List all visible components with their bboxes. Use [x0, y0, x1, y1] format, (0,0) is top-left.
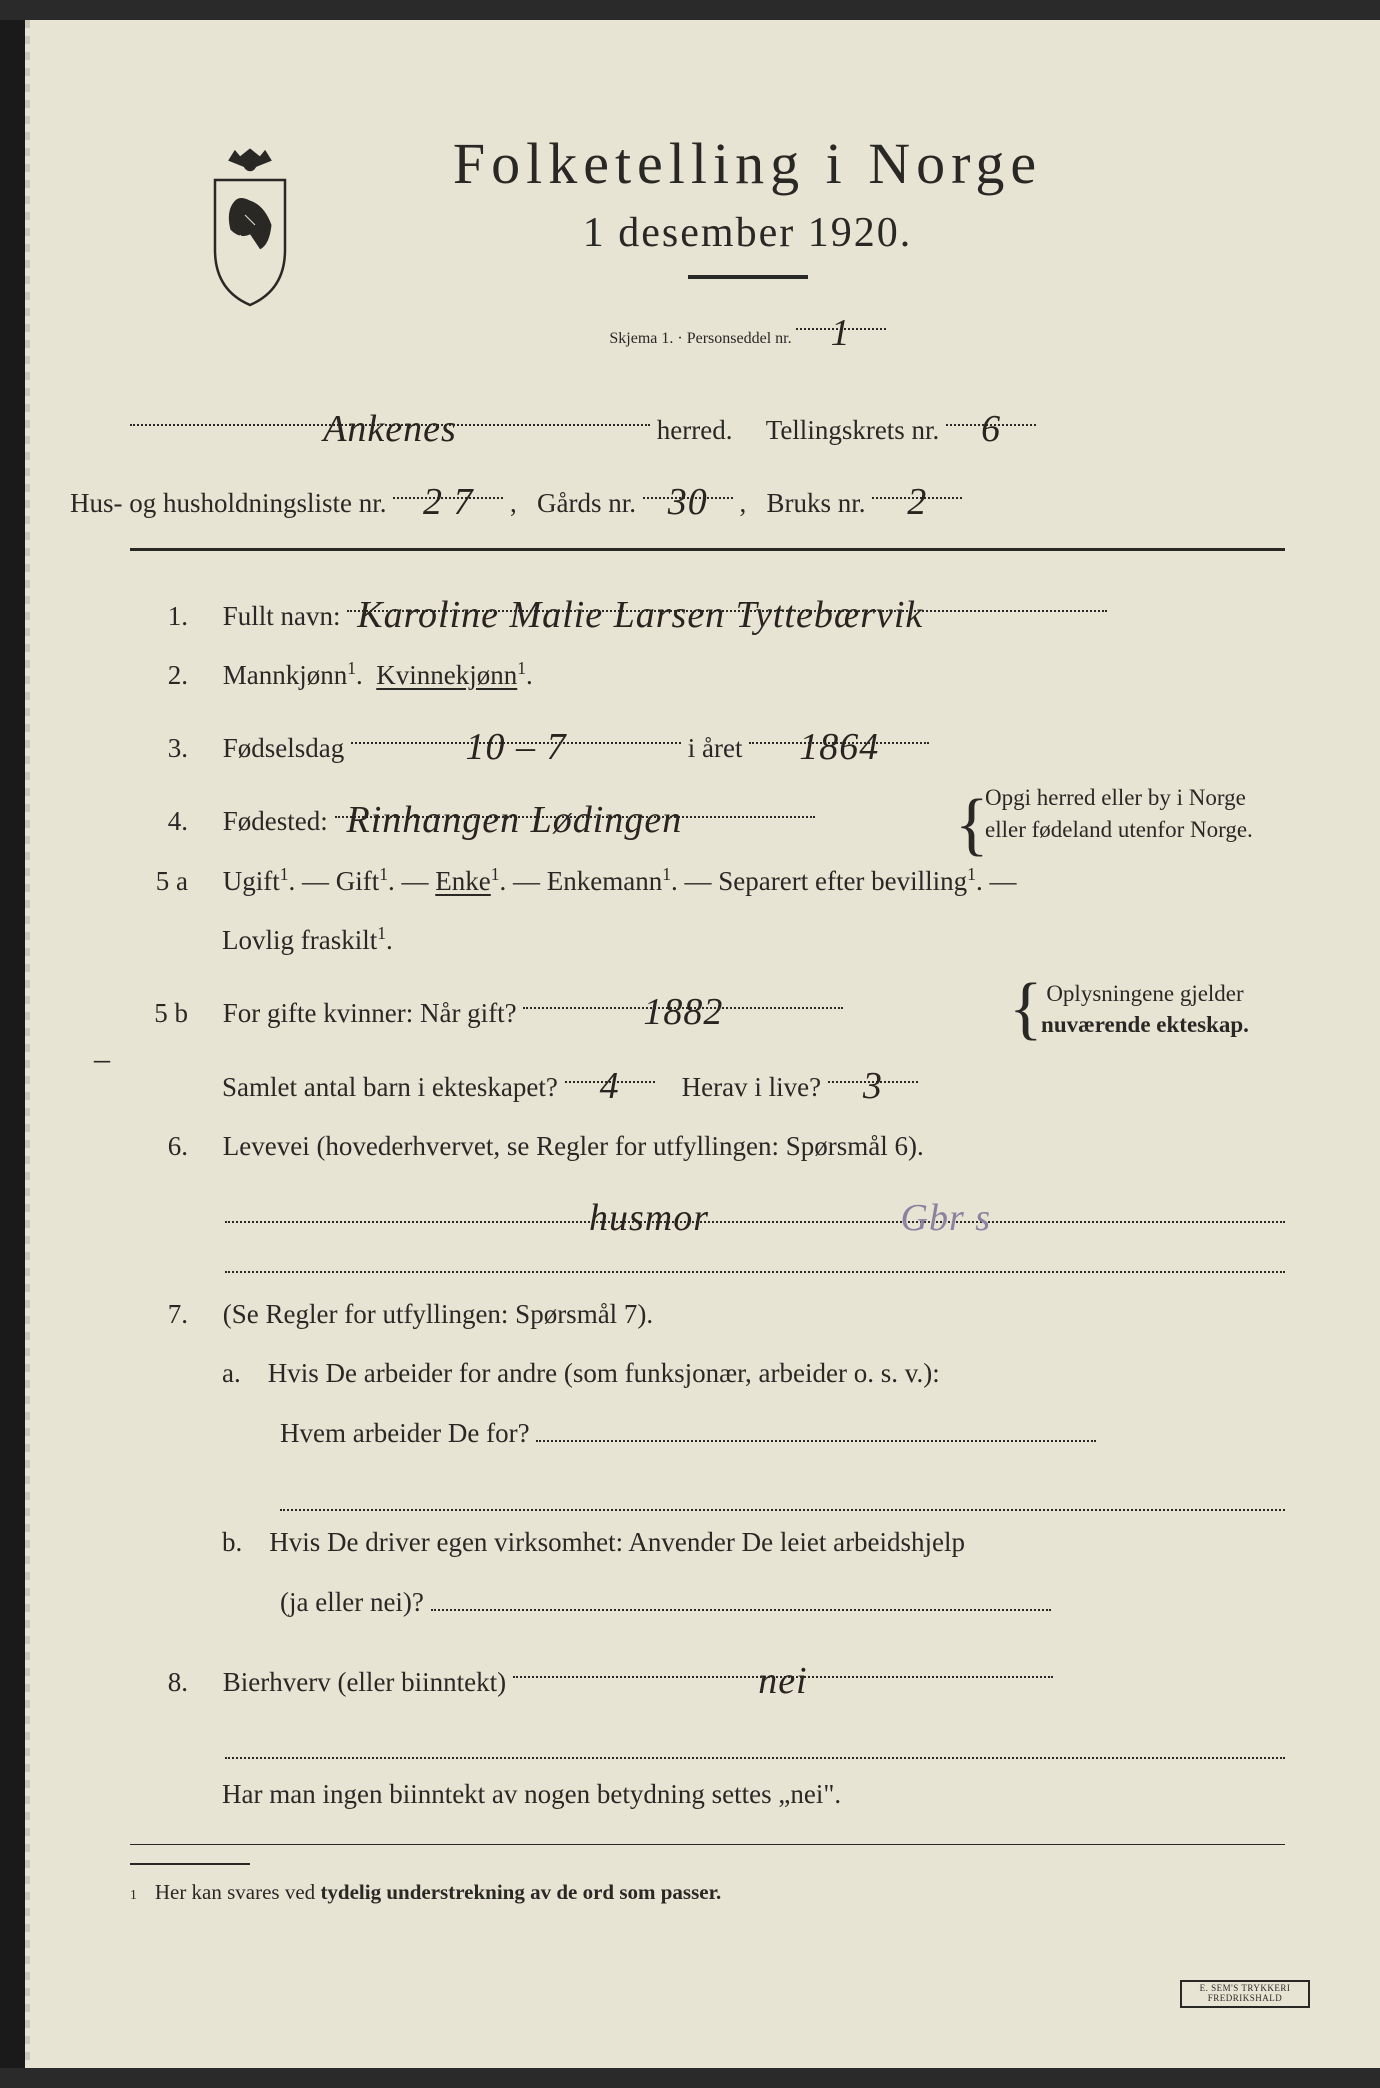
q8-label: Bierhverv (eller biinntekt)	[223, 1667, 506, 1697]
q5a-row2: Lovlig fraskilt1.	[130, 915, 1285, 966]
q6-row: 6. Levevei (hovederhvervet, se Regler fo…	[130, 1121, 1285, 1172]
q4-row: 4. Fødested: Rinhangen Lødingen { Opgi h…	[130, 782, 1285, 847]
tellingskrets-label: Tellingskrets nr.	[766, 415, 940, 445]
q1-value: Karoline Malie Larsen Tyttebærvik	[357, 594, 923, 636]
bruks-label: Bruks nr.	[767, 488, 866, 518]
q5a-text2: Lovlig fraskilt1.	[222, 925, 393, 955]
q8-line	[225, 1716, 1285, 1759]
personseddel-nr: 1	[831, 312, 851, 354]
footnote: 1 Her kan svares ved tydelig understrekn…	[130, 1873, 1285, 1913]
q4-label: Fødested:	[223, 806, 328, 836]
q5b-barn: 4	[600, 1065, 620, 1107]
q7-label: (Se Regler for utfyllingen: Spørsmål 7).	[223, 1299, 653, 1329]
q7a-text2: Hvem arbeider De for?	[280, 1418, 530, 1448]
q4-num: 4.	[130, 796, 188, 847]
q5a-num: 5 a	[130, 856, 188, 907]
q4-value: Rinhangen Lødingen	[347, 799, 683, 841]
q5b-year: 1882	[643, 991, 723, 1033]
q3-label: Fødselsdag	[223, 733, 345, 763]
q6-label: Levevei (hovederhvervet, se Regler for u…	[223, 1131, 924, 1161]
q5b-num: 5 b	[130, 988, 188, 1039]
bruks-nr: 2	[907, 481, 927, 523]
title-rule	[688, 275, 808, 279]
footnote-text: Her kan svares ved tydelig understreknin…	[155, 1873, 721, 1913]
form-body: Ankenes herred. Tellingskrets nr. 6 Hus-…	[130, 391, 1285, 1913]
skjema-label: Skjema 1. · Personseddel nr.	[609, 330, 791, 347]
husliste-label: Hus- og husholdningsliste nr.	[70, 488, 387, 518]
q7a-line	[280, 1468, 1285, 1511]
gards-nr: 30	[668, 481, 708, 523]
q5b-block: 5 b For gifte kvinner: Når gift? 1882 – …	[130, 974, 1285, 1113]
q7b-text1: Hvis De driver egen virksomhet: Anvender…	[269, 1527, 965, 1557]
q5a-row: 5 a Ugift1. — Gift1. — Enke1. — Enkemann…	[130, 856, 1285, 907]
brace-icon: {	[955, 790, 989, 860]
sub-title: 1 desember 1920.	[350, 209, 1145, 257]
q5b-label3: Herav i live?	[682, 1072, 821, 1102]
bottom-note: Har man ingen biinntekt av nogen betydni…	[130, 1769, 1285, 1820]
q7b-row: b. Hvis De driver egen virksomhet: Anven…	[130, 1517, 1285, 1568]
q3-day: 10 – 7	[466, 726, 567, 768]
main-title: Folketelling i Norge	[350, 130, 1145, 197]
q7a-row2: Hvem arbeider De for?	[130, 1407, 1285, 1459]
q8-row: 8. Bierhverv (eller biinntekt) nei	[130, 1643, 1285, 1708]
q7-row: 7. (Se Regler for utfyllingen: Spørsmål …	[130, 1289, 1285, 1340]
q3-year-label: i året	[688, 733, 743, 763]
q7b-label: b.	[222, 1527, 242, 1557]
q5a-selected: Enke	[435, 866, 490, 896]
q2-m: Mannkjønn	[223, 660, 348, 690]
q5b-row2: Samlet antal barn i ekteskapet? 4 Herav …	[130, 1048, 1285, 1113]
q7b-row2: (ja eller nei)?	[130, 1576, 1285, 1628]
herred-label: herred.	[657, 415, 733, 445]
q1-row: 1. Fullt navn: Karoline Malie Larsen Tyt…	[130, 577, 1285, 642]
husliste-row: Hus- og husholdningsliste nr. 2 7 , Gård…	[70, 464, 1285, 529]
coat-of-arms-icon	[190, 140, 310, 310]
q5a-text: Ugift1. — Gift1. — Enke1. — Enkemann1. —…	[223, 866, 1017, 896]
q6-annot: Gbr s	[901, 1182, 992, 1223]
q8-num: 8.	[130, 1657, 188, 1708]
tellingskrets-nr: 6	[981, 408, 1001, 450]
q5b-sidenote: { Oplysningene gjelder nuværende ekteska…	[1035, 978, 1255, 1040]
brace-icon: {	[1009, 974, 1043, 1044]
q5b-label1: For gifte kvinner: Når gift?	[223, 998, 517, 1028]
q8-value: nei	[758, 1660, 807, 1702]
q5b-live: 3	[863, 1065, 883, 1107]
q7a-label: a.	[222, 1358, 241, 1388]
title-block: Folketelling i Norge 1 desember 1920. Sk…	[350, 130, 1285, 356]
q1-label: Fullt navn:	[223, 601, 341, 631]
herred-row: Ankenes herred. Tellingskrets nr. 6	[130, 391, 1285, 456]
skjema-row: Skjema 1. · Personseddel nr. 1	[350, 309, 1145, 348]
q5b-label2: Samlet antal barn i ekteskapet?	[222, 1072, 558, 1102]
herred-value: Ankenes	[323, 408, 457, 450]
husliste-nr: 2 7	[423, 481, 474, 523]
q7a-text1: Hvis De arbeider for andre (som funksjon…	[268, 1358, 940, 1388]
q2-num: 2.	[130, 650, 188, 701]
q4-sidenote: { Opgi herred eller by i Norge eller fød…	[985, 782, 1285, 844]
q7b-text2: (ja eller nei)?	[280, 1587, 424, 1617]
q3-row: 3. Fødselsdag 10 – 7 i året 1864	[130, 709, 1285, 774]
q6-line2	[225, 1229, 1285, 1272]
dash-icon: –	[94, 1028, 110, 1089]
footnote-marker: 1	[130, 1882, 137, 1908]
q6-line1: husmor Gbr s	[225, 1180, 1285, 1223]
header: Folketelling i Norge 1 desember 1920. Sk…	[130, 130, 1285, 356]
footnote-rule	[130, 1863, 250, 1865]
printer-mark: E. SEM'S TRYKKERI FREDRIKSHALD	[1180, 1980, 1310, 2008]
q2-k: Kvinnekjønn	[376, 660, 517, 690]
q6-num: 6.	[130, 1121, 188, 1172]
q1-num: 1.	[130, 591, 188, 642]
q6-value: husmor	[589, 1182, 709, 1223]
thin-divider	[130, 1844, 1285, 1845]
q7-num: 7.	[130, 1289, 188, 1340]
divider	[130, 548, 1285, 551]
gards-label: Gårds nr.	[537, 488, 636, 518]
q3-year: 1864	[799, 726, 879, 768]
q7a-row: a. Hvis De arbeider for andre (som funks…	[130, 1348, 1285, 1399]
q3-num: 3.	[130, 723, 188, 774]
q2-row: 2. Mannkjønn1. Kvinnekjønn1.	[130, 650, 1285, 701]
census-form-page: Folketelling i Norge 1 desember 1920. Sk…	[0, 20, 1380, 2068]
